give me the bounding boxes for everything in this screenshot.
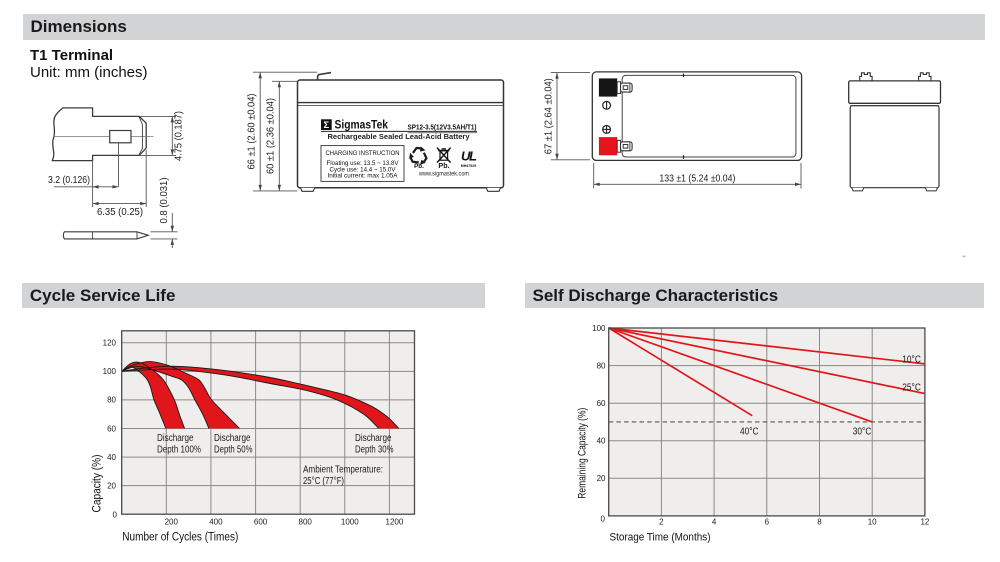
svg-text:40: 40 (107, 453, 116, 462)
svg-text:40°C: 40°C (740, 426, 759, 437)
svg-text:30°C: 30°C (853, 426, 872, 437)
svg-text:6.35 (0.25): 6.35 (0.25) (97, 207, 143, 218)
svg-text:Initial current: max 1.05A: Initial current: max 1.05A (328, 173, 399, 180)
svg-text:60 ±1 (2.36 ±0.04): 60 ±1 (2.36 ±0.04) (266, 98, 277, 174)
svg-text:100: 100 (103, 367, 117, 376)
svg-text:Pb.: Pb. (438, 161, 449, 170)
svg-text:Number of Cycles (Times): Number of Cycles (Times) (122, 532, 238, 544)
svg-text:Discharge: Discharge (157, 433, 194, 444)
svg-text:20: 20 (107, 481, 116, 490)
svg-text:UL: UL (461, 149, 477, 164)
svg-text:Capacity (%): Capacity (%) (92, 454, 104, 512)
svg-text:Cycle use: 14.4 ~ 15.0V: Cycle use: 14.4 ~ 15.0V (330, 166, 397, 173)
svg-text:Pb.: Pb. (414, 163, 424, 170)
svg-text:2: 2 (659, 518, 664, 527)
svg-text:100: 100 (592, 324, 606, 333)
svg-text:66 ±1 (2.60 ±0.04): 66 ±1 (2.60 ±0.04) (247, 94, 258, 170)
svg-text:25°C (77°F): 25°C (77°F) (303, 476, 344, 487)
svg-text:MH47929: MH47929 (461, 164, 477, 168)
svg-text:60: 60 (107, 424, 116, 433)
svg-text:Discharge: Discharge (355, 433, 392, 444)
svg-text:6: 6 (765, 518, 770, 527)
svg-text:25°C: 25°C (902, 383, 921, 394)
svg-text:www.sigmastek.com: www.sigmastek.com (418, 171, 469, 177)
svg-text:133 ±1 (5.24 ±0.04): 133 ±1 (5.24 ±0.04) (659, 173, 735, 184)
svg-text:CHARGING INSTRUCTION: CHARGING INSTRUCTION (326, 150, 400, 157)
svg-text:12: 12 (920, 518, 929, 527)
svg-text:Discharge: Discharge (214, 433, 251, 444)
svg-text:20: 20 (597, 474, 606, 483)
svg-text:Remaining Capacity (%): Remaining Capacity (%) (576, 408, 588, 499)
svg-text:40: 40 (597, 437, 606, 446)
svg-text:80: 80 (597, 361, 606, 370)
svg-text:0: 0 (113, 511, 118, 520)
svg-text:Σ: Σ (324, 120, 330, 131)
svg-text:67 ±1 (2.64 ±0.04): 67 ±1 (2.64 ±0.04) (543, 78, 554, 154)
svg-text:Ambient Temperature:: Ambient Temperature: (303, 465, 383, 476)
svg-text:10: 10 (868, 518, 877, 527)
svg-text:Depth 50%: Depth 50% (214, 444, 253, 455)
svg-text:8: 8 (817, 518, 822, 527)
svg-text:120: 120 (103, 339, 117, 348)
svg-text:Floating use: 13.5 ~ 13.8V: Floating use: 13.5 ~ 13.8V (327, 160, 400, 167)
svg-text:1200: 1200 (386, 518, 404, 527)
svg-text:0: 0 (601, 515, 606, 524)
svg-text:600: 600 (254, 518, 268, 527)
svg-text:SigmasTek: SigmasTek (335, 118, 389, 132)
svg-text:10°C: 10°C (902, 355, 921, 366)
svg-text:800: 800 (299, 518, 313, 527)
svg-text:200: 200 (165, 518, 179, 527)
svg-text:Rechargeable Sealed Lead-Acid: Rechargeable Sealed Lead-Acid Battery (328, 132, 471, 141)
svg-text:400: 400 (209, 518, 223, 527)
svg-text:0.8 (0.031): 0.8 (0.031) (159, 178, 170, 224)
svg-text:60: 60 (597, 399, 606, 408)
svg-text:80: 80 (107, 396, 116, 405)
svg-text:4.75 (0.187): 4.75 (0.187) (173, 111, 184, 161)
svg-text:4: 4 (712, 518, 717, 527)
svg-text:Storage Time (Months): Storage Time (Months) (610, 532, 711, 544)
svg-text:1000: 1000 (341, 518, 359, 527)
svg-text:Depth 100%: Depth 100% (157, 444, 201, 455)
svg-text:3.2 (0.126): 3.2 (0.126) (48, 175, 90, 186)
svg-text:SP12-3.5(12V3.5AH/T1): SP12-3.5(12V3.5AH/T1) (408, 122, 478, 131)
svg-text:Depth 30%: Depth 30% (355, 444, 394, 455)
